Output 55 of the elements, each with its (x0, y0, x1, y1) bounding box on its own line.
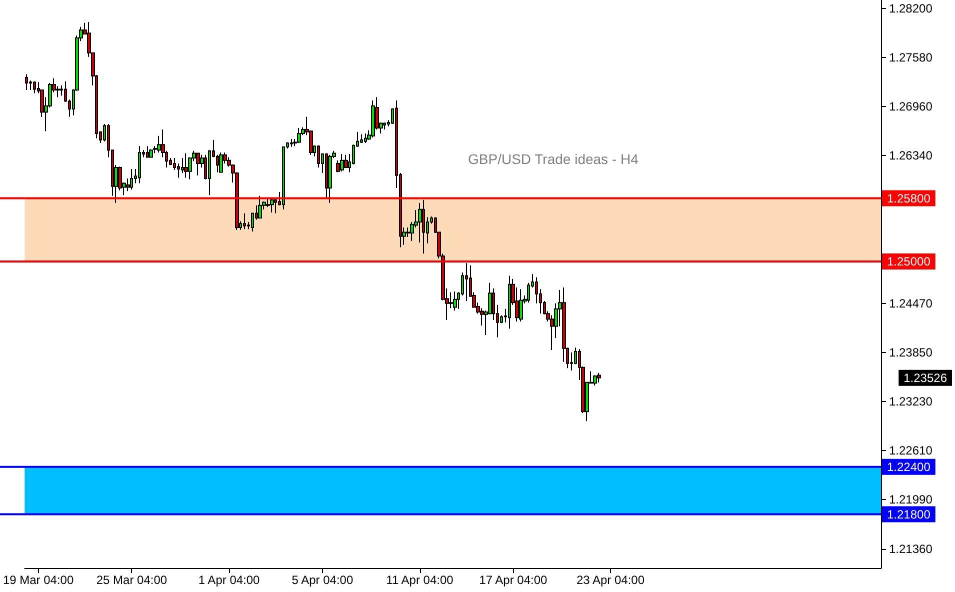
x-tick-label: 5 Apr 04:00 (292, 573, 354, 587)
y-tick-label: 1.28200 (889, 2, 933, 16)
candlestick (25, 74, 28, 91)
candlestick (196, 152, 200, 176)
candlestick (508, 275, 511, 330)
candlestick (422, 199, 425, 254)
y-tick-label: 1.23850 (889, 345, 933, 360)
x-tick-label: 11 Apr 04:00 (386, 573, 454, 587)
candlestick (181, 157, 184, 174)
candlestick (593, 374, 597, 386)
candlestick (33, 80, 36, 94)
ref-line-label: 1.21800 (887, 507, 931, 522)
candlestick (290, 138, 293, 148)
candlestick (364, 133, 367, 144)
candlestick (340, 154, 344, 172)
ref-line-label: 1.25000 (887, 254, 931, 268)
x-tick-label: 19 Mar 04:00 (2, 573, 74, 587)
candlestick (258, 195, 262, 219)
x-tick-label: 1 Apr 04:00 (198, 573, 260, 587)
ref-line-label: 1.25800 (887, 191, 931, 206)
y-tick-label: 1.23230 (889, 394, 933, 408)
y-tick-label: 1.26340 (889, 148, 933, 163)
y-tick-label: 1.21990 (889, 492, 933, 506)
candlestick (453, 291, 457, 311)
text: 1.23526 (904, 370, 948, 385)
candlestick (519, 288, 523, 322)
y-tick-label: 1.22610 (889, 443, 933, 458)
x-tick-label: 25 Mar 04:00 (96, 573, 168, 587)
candlestick (138, 146, 141, 184)
y-tick-label: 1.21360 (889, 542, 933, 556)
candlestick (597, 372, 601, 383)
candlestick (270, 196, 274, 214)
candlestick (325, 152, 328, 199)
candlestick (130, 168, 133, 190)
candlestick (344, 154, 348, 168)
candlestick (465, 262, 468, 302)
candlestick (360, 134, 363, 144)
candlestick (146, 146, 149, 158)
candlestick (243, 212, 246, 230)
candlestick (149, 148, 153, 158)
candlestick (297, 127, 301, 144)
candlestick (383, 122, 386, 130)
candlestick (328, 154, 332, 204)
y-tick-label: 1.27580 (889, 50, 933, 65)
x-tick-label: 23 Apr 04:00 (576, 573, 645, 587)
candlestick (570, 352, 573, 372)
text: GBP/USD Trade ideas - H4 (468, 151, 639, 167)
candlestick (184, 152, 188, 178)
candlestick (219, 152, 223, 173)
candlestick (371, 100, 375, 138)
y-tick-label: 1.26960 (889, 100, 933, 114)
ref-line-label: 1.22400 (887, 460, 931, 474)
x-tick-label: 17 Apr 04:00 (479, 573, 548, 587)
candlestick (282, 146, 285, 210)
y-tick-label: 1.24470 (889, 296, 933, 310)
